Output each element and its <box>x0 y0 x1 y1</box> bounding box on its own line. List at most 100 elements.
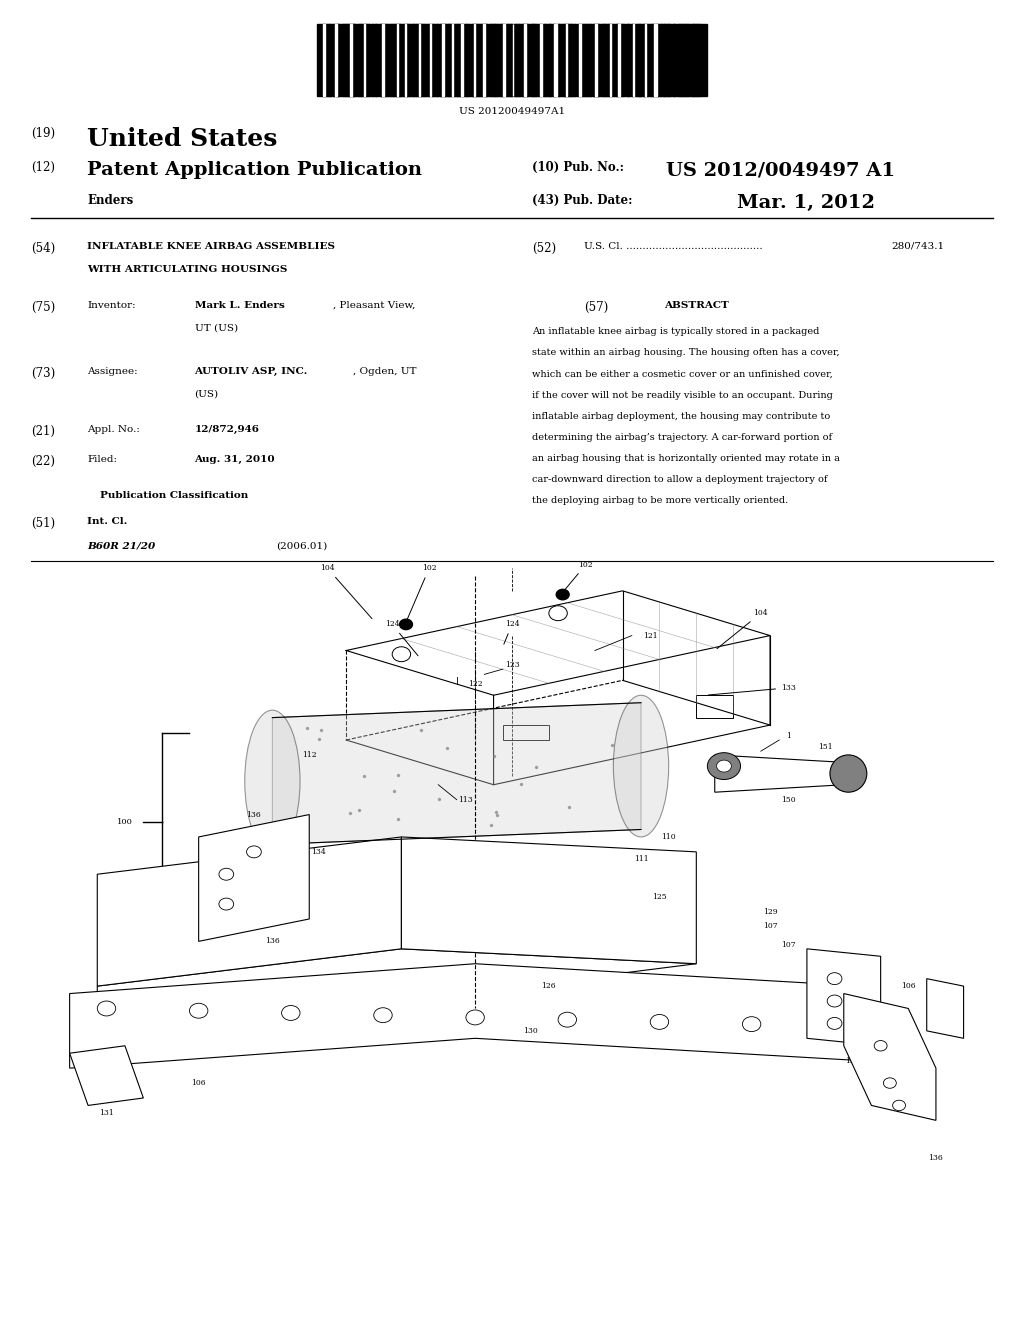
Text: An inflatable knee airbag is typically stored in a packaged: An inflatable knee airbag is typically s… <box>532 327 820 337</box>
Text: 107: 107 <box>781 941 796 949</box>
Text: US 20120049497A1: US 20120049497A1 <box>459 107 565 116</box>
Text: Appl. No.:: Appl. No.: <box>87 425 140 434</box>
Bar <box>574 24 575 96</box>
Bar <box>482 24 483 96</box>
Bar <box>385 24 386 96</box>
Text: which can be either a cosmetic cover or an unfinished cover,: which can be either a cosmetic cover or … <box>532 370 834 379</box>
Text: 124: 124 <box>504 620 519 644</box>
Polygon shape <box>272 702 641 845</box>
Circle shape <box>558 1012 577 1027</box>
Circle shape <box>827 973 842 985</box>
Text: (2006.01): (2006.01) <box>276 541 328 550</box>
Bar <box>596 24 599 96</box>
Bar <box>333 24 334 96</box>
Bar <box>418 24 419 96</box>
Bar <box>593 24 595 96</box>
Bar <box>570 24 572 96</box>
Bar <box>364 24 365 96</box>
Text: (43) Pub. Date:: (43) Pub. Date: <box>532 194 633 207</box>
Bar <box>667 24 670 96</box>
Bar <box>699 24 700 96</box>
Bar <box>503 24 505 96</box>
Bar <box>436 24 438 96</box>
Bar <box>579 24 582 96</box>
Text: if the cover will not be readily visible to an occupant. During: if the cover will not be readily visible… <box>532 391 834 400</box>
Bar <box>586 24 588 96</box>
Text: (12): (12) <box>31 161 54 174</box>
Bar <box>632 24 633 96</box>
Text: 112: 112 <box>302 751 316 759</box>
Circle shape <box>650 1015 669 1030</box>
Bar <box>627 24 629 96</box>
Text: 102: 102 <box>564 561 593 590</box>
Bar <box>423 24 424 96</box>
Bar <box>613 24 614 96</box>
Bar <box>472 24 474 96</box>
Bar <box>589 24 591 96</box>
Polygon shape <box>199 814 309 941</box>
Text: US 2012/0049497 A1: US 2012/0049497 A1 <box>666 161 895 180</box>
Polygon shape <box>70 1045 143 1105</box>
Bar <box>554 24 557 96</box>
Text: ABSTRACT: ABSTRACT <box>664 301 729 310</box>
Text: 121: 121 <box>643 631 657 640</box>
Text: Inventor:: Inventor: <box>87 301 135 310</box>
Bar <box>419 24 421 96</box>
Bar <box>368 24 369 96</box>
Ellipse shape <box>830 755 867 792</box>
Text: 126: 126 <box>542 982 556 990</box>
Bar <box>540 24 541 96</box>
Text: Publication Classification: Publication Classification <box>100 491 248 500</box>
Bar <box>531 24 535 96</box>
Bar <box>347 24 349 96</box>
Bar <box>428 24 429 96</box>
Bar <box>647 24 648 96</box>
Bar <box>500 24 502 96</box>
Bar <box>412 24 414 96</box>
Bar <box>366 24 367 96</box>
Bar <box>409 24 410 96</box>
Bar <box>380 24 382 96</box>
Text: Aug. 31, 2010: Aug. 31, 2010 <box>195 455 275 465</box>
Bar <box>522 24 525 96</box>
Bar <box>420 24 422 96</box>
Bar <box>432 24 434 96</box>
Text: (73): (73) <box>31 367 55 380</box>
Text: (19): (19) <box>31 127 55 140</box>
Text: 102: 102 <box>408 565 436 619</box>
Circle shape <box>874 1040 887 1051</box>
Circle shape <box>708 752 740 780</box>
Bar <box>680 24 681 96</box>
Bar <box>544 24 546 96</box>
Text: (US): (US) <box>195 389 219 399</box>
Text: 124: 124 <box>385 620 418 656</box>
Bar <box>643 24 645 96</box>
Text: 1: 1 <box>786 733 791 741</box>
Bar <box>682 24 684 96</box>
Text: 110: 110 <box>662 833 676 841</box>
Circle shape <box>549 606 567 620</box>
Bar <box>621 24 622 96</box>
Bar <box>618 24 620 96</box>
Polygon shape <box>927 978 964 1039</box>
Text: 111: 111 <box>634 855 648 863</box>
Text: the deploying airbag to be more vertically oriented.: the deploying airbag to be more vertical… <box>532 496 788 506</box>
Bar <box>515 24 517 96</box>
Text: 104: 104 <box>321 565 372 619</box>
Bar <box>660 24 662 96</box>
Text: (10) Pub. No.:: (10) Pub. No.: <box>532 161 625 174</box>
Bar <box>335 24 337 96</box>
Circle shape <box>282 1006 300 1020</box>
Text: UT (US): UT (US) <box>195 323 238 333</box>
Bar <box>352 24 355 96</box>
Bar <box>344 24 346 96</box>
Circle shape <box>717 760 731 772</box>
Text: 135: 135 <box>284 833 298 841</box>
Bar <box>579 24 580 96</box>
Bar <box>395 24 397 96</box>
Bar <box>350 24 351 96</box>
Bar <box>372 24 373 96</box>
Bar <box>616 24 618 96</box>
Text: 134: 134 <box>827 1005 842 1012</box>
Bar <box>397 24 398 96</box>
